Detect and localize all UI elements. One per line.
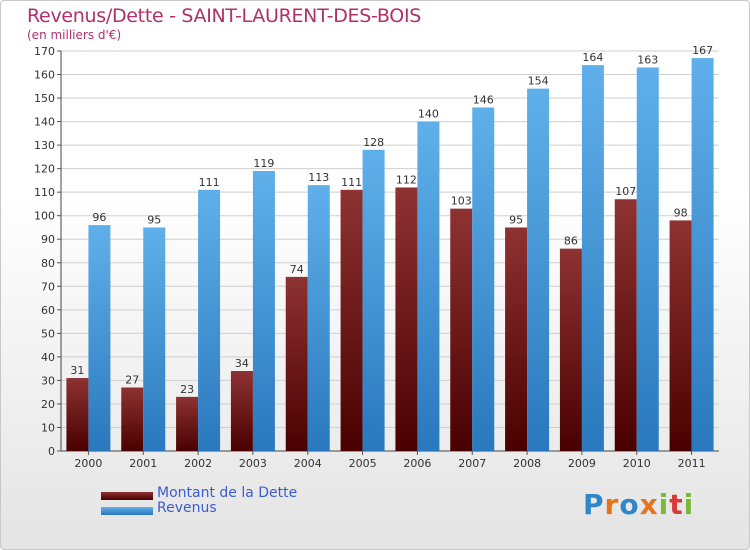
bar-debt <box>66 378 89 451</box>
grid-lines <box>61 50 719 452</box>
x-tick-label: 2001 <box>129 457 157 470</box>
bar-revenue <box>143 227 166 451</box>
x-tick-label: 2006 <box>403 457 431 470</box>
data-labels: 31 96 27 95 23 111 34 119 74 113 111 128 112 140 103 14… <box>70 44 713 396</box>
logo-letter: r <box>604 488 620 521</box>
data-label-revenue: 96 <box>92 211 106 224</box>
data-label-revenue: 146 <box>473 93 494 106</box>
logo-letter: x <box>639 488 659 521</box>
bar-debt <box>614 199 637 451</box>
data-label-debt: 103 <box>451 195 472 208</box>
y-tick-label: 10 <box>41 421 55 434</box>
data-label-revenue: 113 <box>308 171 329 184</box>
bar-revenue <box>472 107 495 452</box>
y-tick-label: 130 <box>34 139 55 152</box>
data-label-debt: 98 <box>674 206 688 219</box>
y-tick-label: 110 <box>34 186 55 199</box>
x-tick-label: 2002 <box>184 457 212 470</box>
bar-revenue <box>691 58 714 451</box>
bar-revenue <box>252 171 275 451</box>
data-label-revenue: 167 <box>692 44 713 57</box>
logo-letter: i <box>658 488 670 521</box>
bar-debt <box>395 187 418 451</box>
y-tick-label: 0 <box>48 445 55 458</box>
data-label-debt: 31 <box>70 364 84 377</box>
y-tick-label: 50 <box>41 327 55 340</box>
bar-debt <box>505 227 528 451</box>
bar-revenue <box>417 121 440 452</box>
bar-debt <box>230 371 253 451</box>
proxiti-logo: Proxiti <box>583 488 694 521</box>
y-tick-label: 30 <box>41 374 55 387</box>
legend-swatch-debt <box>101 492 153 500</box>
bar-debt <box>121 387 144 451</box>
bar-debt <box>450 208 473 451</box>
y-tick-label: 170 <box>34 45 55 58</box>
x-tick-label: 2000 <box>74 457 102 470</box>
x-tick-label: 2010 <box>623 457 651 470</box>
y-tick-label: 120 <box>34 163 55 176</box>
data-label-debt: 86 <box>564 235 578 248</box>
data-label-debt: 74 <box>290 263 304 276</box>
bar-revenue <box>307 185 330 451</box>
data-label-debt: 27 <box>125 373 139 386</box>
data-label-debt: 34 <box>235 357 249 370</box>
data-label-revenue: 164 <box>582 51 603 64</box>
chart-subtitle: (en milliers d'€) <box>27 28 122 42</box>
logo-letter: P <box>583 488 605 521</box>
legend-label-debt: Montant de la Dette <box>157 485 298 501</box>
x-tick-label: 2011 <box>678 457 706 470</box>
y-tick-label: 90 <box>41 233 55 246</box>
logo-letter: i <box>683 488 695 521</box>
data-label-debt: 111 <box>341 176 362 189</box>
y-tick-label: 80 <box>41 257 55 270</box>
bar-debt <box>176 396 199 451</box>
bar-debt <box>559 248 582 451</box>
data-label-debt: 112 <box>396 173 417 186</box>
legend-label-revenue: Revenus <box>157 500 217 516</box>
bar-revenue <box>198 189 221 451</box>
y-tick-label: 160 <box>34 69 55 82</box>
bars <box>66 58 714 452</box>
legend-swatch-revenue <box>101 507 153 515</box>
x-tick-label: 2003 <box>239 457 267 470</box>
bar-revenue <box>636 67 659 452</box>
logo-letter: t <box>669 488 684 521</box>
chart-title: Revenus/Dette - SAINT-LAURENT-DES-BOIS <box>27 5 422 27</box>
data-label-revenue: 119 <box>253 157 274 170</box>
bar-debt <box>669 220 692 451</box>
data-label-debt: 95 <box>509 213 523 226</box>
bar-revenue <box>362 149 385 451</box>
y-tick-label: 140 <box>34 116 55 129</box>
bar-revenue <box>581 65 604 451</box>
x-tick-label: 2008 <box>513 457 541 470</box>
data-label-revenue: 95 <box>147 213 161 226</box>
y-tick-label: 60 <box>41 304 55 317</box>
bar-revenue <box>88 225 111 451</box>
x-tick-label: 2004 <box>294 457 322 470</box>
y-tick-label: 20 <box>41 398 55 411</box>
data-label-revenue: 128 <box>363 136 384 149</box>
bar-debt <box>340 189 363 451</box>
data-label-revenue: 163 <box>637 53 658 66</box>
data-label-revenue: 154 <box>528 75 549 88</box>
x-tick-label: 2005 <box>349 457 377 470</box>
y-tick-label: 40 <box>41 351 55 364</box>
data-label-debt: 23 <box>180 383 194 396</box>
x-tick-label: 2009 <box>568 457 596 470</box>
data-label-revenue: 140 <box>418 108 439 121</box>
y-tick-label: 100 <box>34 210 55 223</box>
bar-revenue <box>527 88 550 451</box>
logo-letter: o <box>619 488 640 521</box>
data-label-revenue: 111 <box>199 176 220 189</box>
y-tick-label: 70 <box>41 280 55 293</box>
bar-debt <box>285 276 308 451</box>
y-tick-label: 150 <box>34 92 55 105</box>
axes: 0 10 20 30 40 50 60 70 80 90 100 110 120 130 140 150 160… <box>34 45 719 470</box>
data-label-debt: 107 <box>615 185 636 198</box>
x-tick-label: 2007 <box>458 457 486 470</box>
